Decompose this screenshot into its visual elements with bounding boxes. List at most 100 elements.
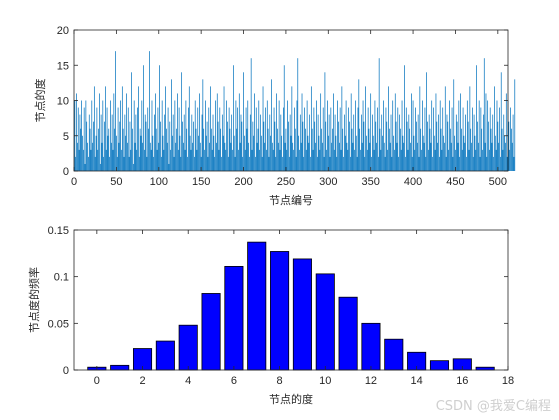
- degree-bar: [449, 100, 450, 171]
- degree-bar: [425, 156, 427, 171]
- degree-bar: [294, 107, 295, 171]
- degree-bar: [511, 142, 513, 171]
- degree-bar: [186, 128, 188, 171]
- degree-bar: [111, 114, 113, 171]
- degree-bar: [234, 156, 236, 171]
- degree-bar: [420, 128, 422, 171]
- degree-bar: [242, 156, 244, 171]
- degree-bar: [447, 121, 449, 171]
- degree-bar: [490, 128, 492, 171]
- degree-bar: [267, 128, 269, 171]
- degree-bar: [256, 142, 258, 171]
- degree-bar: [412, 100, 414, 171]
- degree-bar: [227, 156, 229, 171]
- degree-bar: [216, 93, 218, 171]
- degree-bar: [292, 142, 294, 171]
- degree-bar: [444, 142, 445, 171]
- degree-bar: [190, 149, 192, 171]
- degree-bar: [436, 121, 438, 171]
- x-tick-label: 12: [365, 375, 377, 387]
- degree-bar: [489, 107, 491, 171]
- degree-frequency-plot: 0 2 4 6 8 10 12 14 16 18 0 0.05 0.1 0.15 节点的度 节点度的频率: [27, 225, 514, 406]
- degree-bar: [283, 65, 285, 171]
- degree-bar: [482, 149, 483, 171]
- degree-bar: [216, 142, 217, 171]
- degree-bar: [156, 149, 158, 171]
- degree-bar: [508, 121, 510, 171]
- degree-bar: [350, 93, 352, 171]
- degree-bar: [176, 128, 177, 171]
- degree-bar: [113, 93, 115, 171]
- degree-bar: [423, 142, 425, 171]
- degree-bar: [362, 100, 364, 171]
- degree-bar: [261, 156, 263, 171]
- degree-bar: [232, 149, 233, 171]
- degree-bar: [343, 156, 344, 171]
- degree-bar: [438, 156, 440, 171]
- degree-bar: [368, 128, 370, 171]
- x-tick-label: 400: [404, 176, 422, 188]
- degree-bar: [410, 142, 411, 171]
- degree-bar: [302, 121, 304, 171]
- degree-bar: [252, 121, 254, 171]
- degree-bar: [375, 121, 377, 171]
- degree-bar: [373, 149, 375, 171]
- x-tick-label: 6: [231, 375, 237, 387]
- degree-bar: [435, 93, 437, 171]
- degree-bar: [456, 121, 458, 171]
- degree-bar: [356, 156, 358, 171]
- degree-bar: [108, 128, 110, 171]
- degree-bar: [159, 65, 160, 171]
- degree-bar: [148, 128, 149, 171]
- degree-bar: [502, 149, 504, 171]
- frequency-bar: [338, 296, 358, 371]
- degree-bar: [431, 100, 433, 171]
- degree-bar: [163, 149, 165, 171]
- degree-bar: [215, 100, 216, 171]
- degree-bar: [365, 86, 366, 171]
- degree-bar: [140, 135, 142, 171]
- degree-bar: [338, 121, 339, 171]
- degree-bar: [422, 135, 424, 171]
- degree-bar: [285, 128, 287, 171]
- degree-bar: [386, 121, 388, 171]
- degree-bar: [132, 128, 133, 171]
- degree-bar: [446, 114, 448, 171]
- node-degree-bars: [74, 51, 516, 172]
- degree-bar: [177, 149, 179, 171]
- degree-bar: [77, 107, 79, 171]
- degree-bar: [149, 51, 150, 171]
- degree-bar: [455, 114, 457, 171]
- x-tick-label: 2: [139, 375, 145, 387]
- degree-bar: [224, 142, 226, 171]
- degree-bar: [274, 121, 276, 171]
- degree-bar: [128, 156, 130, 171]
- degree-bar: [394, 149, 395, 171]
- degree-bar: [465, 114, 466, 171]
- degree-bar: [126, 93, 127, 171]
- degree-bar: [469, 86, 471, 171]
- degree-bar: [76, 93, 77, 171]
- degree-bar: [146, 156, 148, 171]
- degree-bar: [194, 156, 195, 171]
- degree-bar: [79, 114, 81, 171]
- degree-bar: [440, 128, 442, 171]
- degree-bar: [130, 149, 132, 171]
- degree-bar: [145, 121, 147, 171]
- degree-bar: [290, 135, 292, 171]
- degree-bar: [416, 142, 418, 171]
- degree-bar: [247, 100, 249, 171]
- degree-frequency-ticks: 0 2 4 6 8 10 12 14 16 18 0 0.05 0.1 0.15: [48, 225, 515, 387]
- degree-bar: [471, 142, 472, 171]
- degree-bar: [421, 149, 422, 171]
- degree-bar: [458, 100, 460, 171]
- degree-bar: [272, 149, 274, 171]
- frequency-bar: [224, 265, 244, 371]
- degree-bar: [399, 114, 400, 171]
- degree-bar: [311, 128, 313, 171]
- degree-bar: [196, 149, 198, 171]
- degree-bar: [131, 72, 132, 171]
- degree-bar: [246, 128, 248, 171]
- degree-bar: [229, 128, 231, 171]
